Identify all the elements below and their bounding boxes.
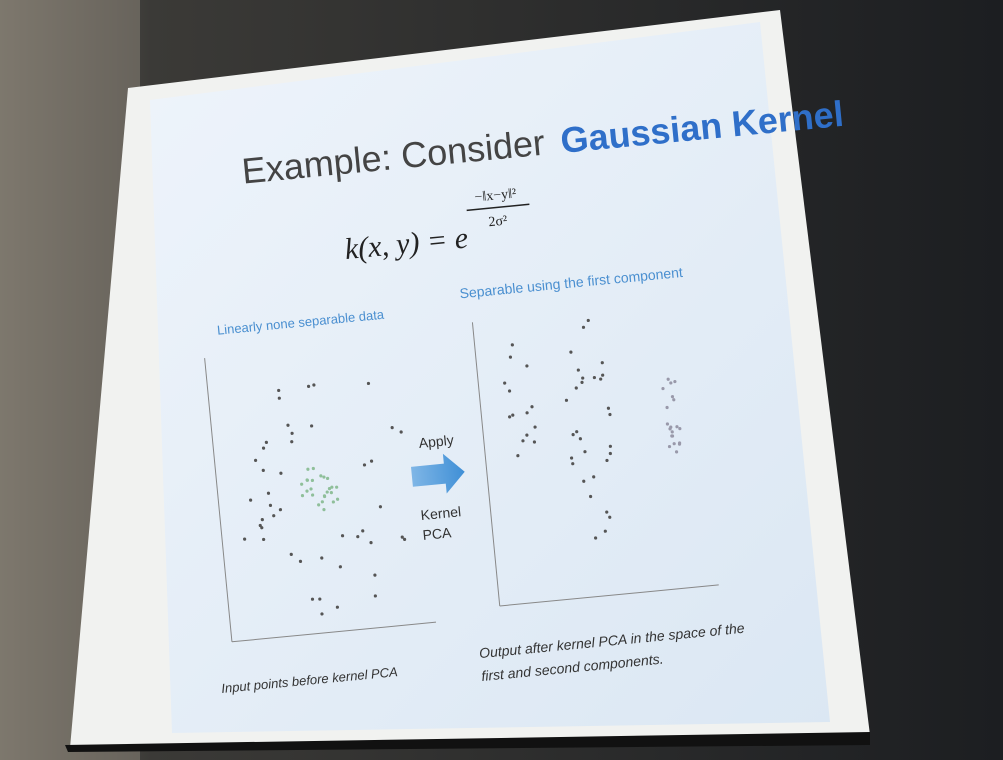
arrow-label-top: Apply — [418, 432, 454, 451]
photo: Example: Consider Gaussian Kernel k(x, y… — [0, 0, 1003, 760]
formula-denominator: 2σ² — [488, 214, 508, 231]
arrow-label-pca: PCA — [422, 524, 453, 543]
page: {"slide": { "title": {"plain": "Example:… — [0, 0, 1003, 760]
